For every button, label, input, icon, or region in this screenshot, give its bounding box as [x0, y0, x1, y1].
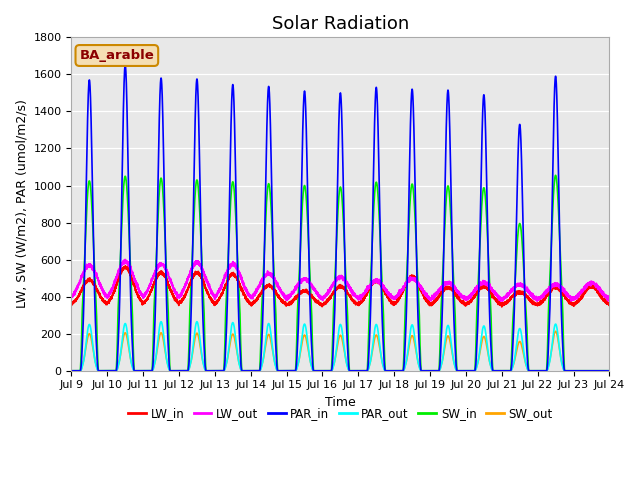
PAR_in [605, 368, 613, 373]
PAR_out [576, 368, 584, 373]
PAR_out [605, 368, 613, 373]
LW_out [605, 298, 613, 304]
SW_out [322, 368, 330, 373]
LW_out [461, 293, 468, 299]
PAR_out [461, 368, 468, 373]
LW_in [322, 299, 330, 305]
PAR_out [250, 368, 258, 373]
PAR_out [476, 347, 484, 353]
SW_out [605, 368, 613, 373]
Line: LW_out: LW_out [72, 259, 609, 301]
LW_in [583, 288, 591, 293]
SW_out [250, 368, 258, 373]
LW_out [583, 283, 591, 288]
SW_in [322, 368, 330, 373]
LW_in [476, 285, 484, 291]
Line: PAR_in: PAR_in [72, 65, 609, 371]
PAR_in [250, 368, 258, 373]
LW_in [577, 296, 584, 302]
PAR_out [322, 368, 330, 373]
LW_in [461, 300, 468, 306]
SW_out [461, 368, 468, 373]
LW_out [250, 290, 258, 296]
LW_in [122, 263, 129, 269]
SW_in [605, 368, 613, 373]
LW_in [68, 301, 76, 307]
SW_out [552, 328, 559, 334]
PAR_in [583, 368, 591, 373]
LW_out [322, 292, 330, 298]
SW_out [68, 368, 76, 373]
SW_in [68, 368, 76, 373]
PAR_in [322, 368, 330, 373]
SW_in [250, 368, 258, 373]
SW_in [552, 172, 559, 178]
Text: BA_arable: BA_arable [79, 49, 154, 62]
PAR_in [461, 368, 468, 373]
Line: PAR_out: PAR_out [72, 322, 609, 371]
Y-axis label: LW, SW (W/m2), PAR (umol/m2/s): LW, SW (W/m2), PAR (umol/m2/s) [15, 100, 28, 309]
LW_out [577, 291, 584, 297]
PAR_in [122, 62, 129, 68]
X-axis label: Time: Time [325, 396, 356, 409]
SW_out [476, 350, 484, 356]
Line: LW_in: LW_in [72, 266, 609, 307]
Line: SW_in: SW_in [72, 175, 609, 371]
LW_in [498, 304, 506, 310]
LW_out [476, 282, 484, 288]
PAR_in [576, 368, 584, 373]
Line: SW_out: SW_out [72, 331, 609, 371]
PAR_in [68, 368, 76, 373]
SW_out [583, 368, 591, 373]
PAR_out [157, 319, 165, 324]
LW_out [497, 299, 504, 304]
SW_out [576, 368, 584, 373]
SW_in [583, 368, 591, 373]
LW_in [605, 302, 613, 308]
Title: Solar Radiation: Solar Radiation [272, 15, 409, 33]
SW_in [461, 368, 468, 373]
SW_in [476, 242, 484, 248]
LW_out [122, 256, 129, 262]
PAR_out [68, 368, 76, 373]
LW_out [68, 293, 76, 299]
SW_in [576, 368, 584, 373]
PAR_out [583, 368, 591, 373]
LW_in [250, 300, 258, 305]
PAR_in [476, 239, 484, 244]
Legend: LW_in, LW_out, PAR_in, PAR_out, SW_in, SW_out: LW_in, LW_out, PAR_in, PAR_out, SW_in, S… [124, 402, 557, 425]
